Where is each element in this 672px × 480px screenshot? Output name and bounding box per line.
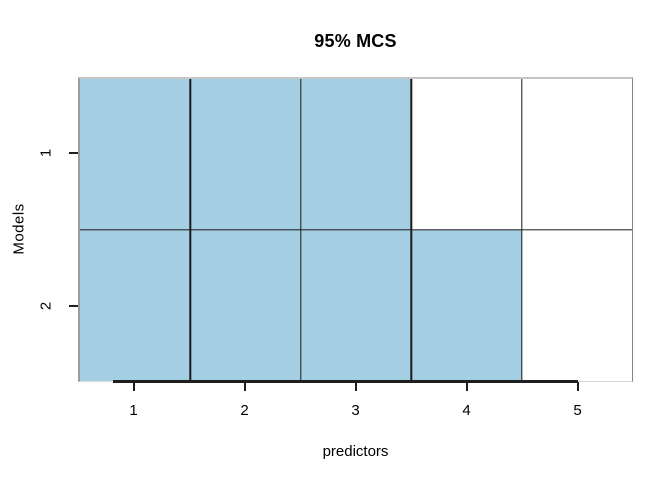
cell-model2-predictor4 [411, 230, 522, 381]
y-axis-label: Models [10, 203, 28, 255]
cell-model1-predictor5 [521, 79, 632, 230]
y-tick-label-1: 1 [37, 149, 55, 158]
x-tick-label-3: 3 [351, 402, 360, 419]
cell-model2-predictor3 [300, 230, 412, 381]
x-tick-5 [576, 382, 579, 391]
y-tick-label-2: 2 [37, 301, 55, 310]
y-tick-2 [69, 304, 78, 307]
cell-model1-predictor1 [80, 79, 191, 230]
x-tick-4 [465, 382, 468, 391]
y-tick-1 [69, 152, 78, 155]
x-axis-line [113, 380, 578, 383]
cell-model2-predictor1 [80, 230, 191, 381]
x-axis-label: predictors [322, 443, 389, 460]
x-tick-2 [243, 382, 246, 391]
cell-model1-predictor2 [190, 79, 301, 230]
x-tick-3 [354, 382, 357, 391]
cell-model2-predictor5 [521, 230, 632, 381]
plot-area [78, 77, 633, 382]
cell-model1-predictor4 [411, 79, 522, 230]
cell-model1-predictor3 [300, 79, 412, 230]
row-separator-line [80, 229, 632, 231]
x-tick-label-4: 4 [462, 402, 471, 419]
cell-model2-predictor2 [190, 230, 301, 381]
x-tick-label-2: 2 [240, 402, 249, 419]
x-tick-label-1: 1 [129, 402, 138, 419]
x-tick-1 [132, 382, 135, 391]
x-tick-label-5: 5 [573, 402, 582, 419]
chart-title: 95% MCS [314, 31, 397, 51]
